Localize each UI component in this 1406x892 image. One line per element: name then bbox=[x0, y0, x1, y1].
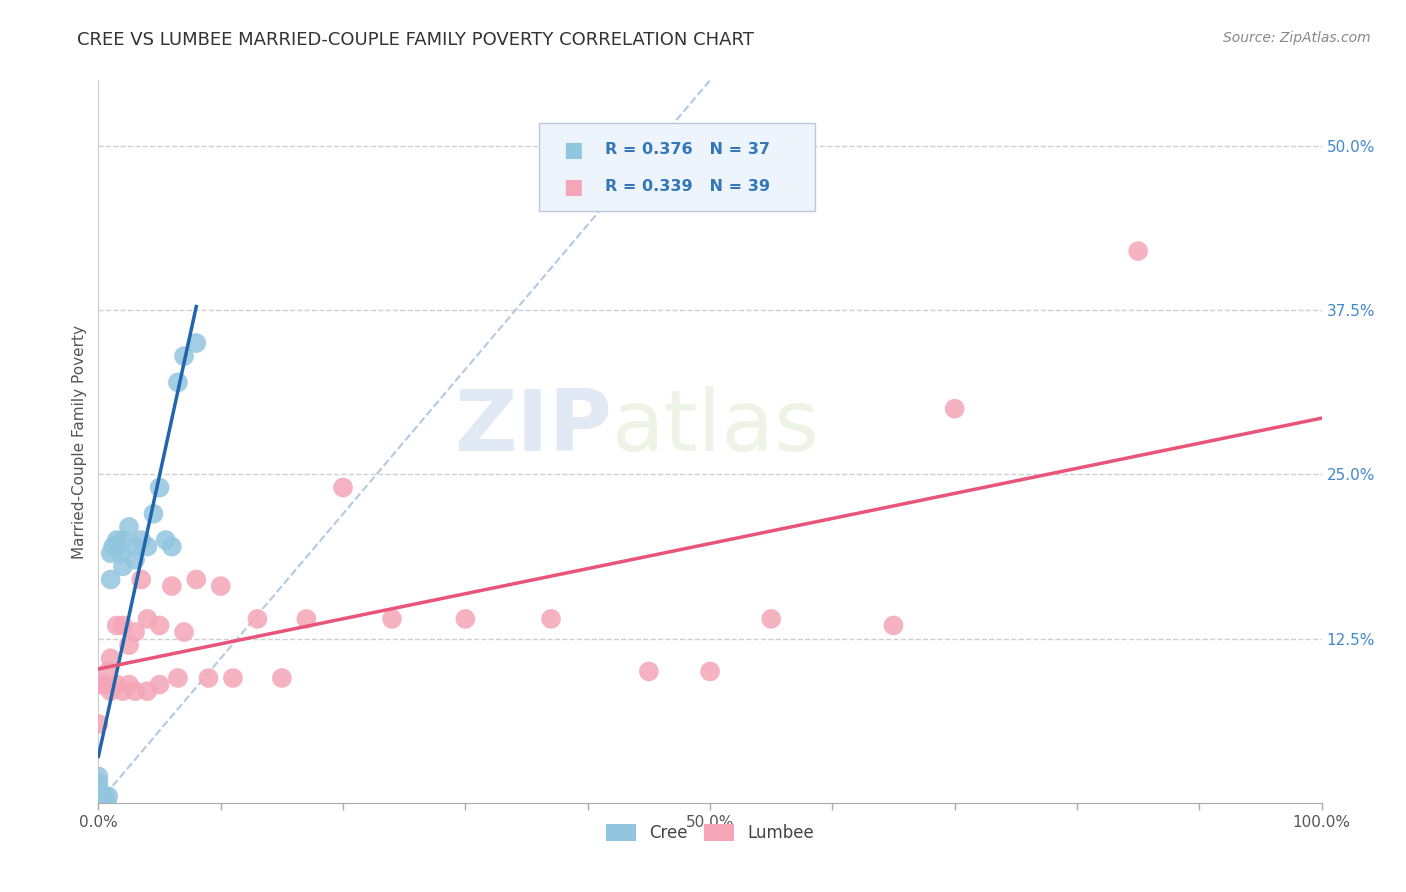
Point bbox=[637, 665, 661, 679]
Point bbox=[87, 776, 110, 790]
Point bbox=[93, 796, 115, 810]
Point bbox=[381, 612, 404, 626]
Point bbox=[100, 573, 122, 587]
Text: R = 0.376   N = 37: R = 0.376 N = 37 bbox=[606, 142, 770, 157]
Point bbox=[105, 540, 128, 554]
Point bbox=[87, 717, 110, 731]
Text: atlas: atlas bbox=[612, 385, 820, 468]
Point bbox=[97, 665, 120, 679]
Point bbox=[87, 789, 110, 804]
Point bbox=[91, 796, 114, 810]
Point bbox=[270, 671, 294, 685]
Point bbox=[883, 618, 905, 632]
Point bbox=[87, 782, 110, 797]
Point bbox=[1128, 244, 1150, 258]
Point bbox=[943, 401, 966, 416]
Point bbox=[699, 665, 721, 679]
Point bbox=[761, 612, 783, 626]
Point bbox=[111, 618, 134, 632]
Point bbox=[186, 336, 208, 351]
Point bbox=[167, 376, 190, 390]
Point bbox=[142, 507, 165, 521]
Point bbox=[129, 573, 152, 587]
Point bbox=[110, 546, 132, 560]
Point bbox=[197, 671, 219, 685]
Point bbox=[87, 796, 110, 810]
Point bbox=[118, 638, 141, 652]
Point bbox=[90, 677, 112, 691]
Point bbox=[87, 796, 110, 810]
Point bbox=[124, 553, 146, 567]
Point bbox=[167, 671, 190, 685]
Point bbox=[87, 770, 110, 784]
Point bbox=[149, 677, 172, 691]
Point bbox=[222, 671, 245, 685]
Y-axis label: Married-Couple Family Poverty: Married-Couple Family Poverty bbox=[72, 325, 87, 558]
Point bbox=[105, 677, 128, 691]
Text: ■: ■ bbox=[564, 177, 583, 197]
Point bbox=[93, 677, 115, 691]
Text: R = 0.339   N = 39: R = 0.339 N = 39 bbox=[606, 179, 770, 194]
Point bbox=[93, 789, 115, 804]
Legend: Cree, Lumbee: Cree, Lumbee bbox=[599, 817, 821, 848]
Text: CREE VS LUMBEE MARRIED-COUPLE FAMILY POVERTY CORRELATION CHART: CREE VS LUMBEE MARRIED-COUPLE FAMILY POV… bbox=[77, 31, 754, 49]
Point bbox=[209, 579, 232, 593]
Point bbox=[454, 612, 477, 626]
Point bbox=[100, 684, 122, 698]
Point bbox=[540, 612, 562, 626]
Text: ZIP: ZIP bbox=[454, 385, 612, 468]
Point bbox=[186, 573, 208, 587]
Point bbox=[160, 579, 183, 593]
Point bbox=[136, 612, 159, 626]
Point bbox=[129, 533, 152, 547]
Text: ■: ■ bbox=[564, 140, 583, 160]
Point bbox=[87, 796, 110, 810]
Point bbox=[149, 618, 172, 632]
Point bbox=[118, 520, 141, 534]
Point bbox=[105, 533, 128, 547]
Point bbox=[87, 782, 110, 797]
Point bbox=[105, 618, 128, 632]
Point bbox=[111, 533, 134, 547]
Point bbox=[155, 533, 177, 547]
Point bbox=[173, 349, 195, 363]
Point bbox=[100, 546, 122, 560]
Point bbox=[87, 789, 110, 804]
Point bbox=[87, 796, 110, 810]
Point bbox=[87, 782, 110, 797]
Point bbox=[97, 789, 120, 804]
Point bbox=[136, 684, 159, 698]
Point bbox=[160, 540, 183, 554]
Point bbox=[111, 559, 134, 574]
Point bbox=[101, 540, 124, 554]
Point bbox=[96, 796, 118, 810]
Point bbox=[246, 612, 269, 626]
Point bbox=[100, 651, 122, 665]
Point bbox=[90, 796, 112, 810]
Point bbox=[118, 677, 141, 691]
Point bbox=[149, 481, 172, 495]
Point bbox=[173, 625, 195, 640]
Point bbox=[136, 540, 159, 554]
Point bbox=[111, 684, 134, 698]
Point bbox=[295, 612, 318, 626]
Point bbox=[124, 540, 146, 554]
Point bbox=[124, 684, 146, 698]
Point bbox=[332, 481, 354, 495]
Text: Source: ZipAtlas.com: Source: ZipAtlas.com bbox=[1223, 31, 1371, 45]
Point bbox=[124, 625, 146, 640]
